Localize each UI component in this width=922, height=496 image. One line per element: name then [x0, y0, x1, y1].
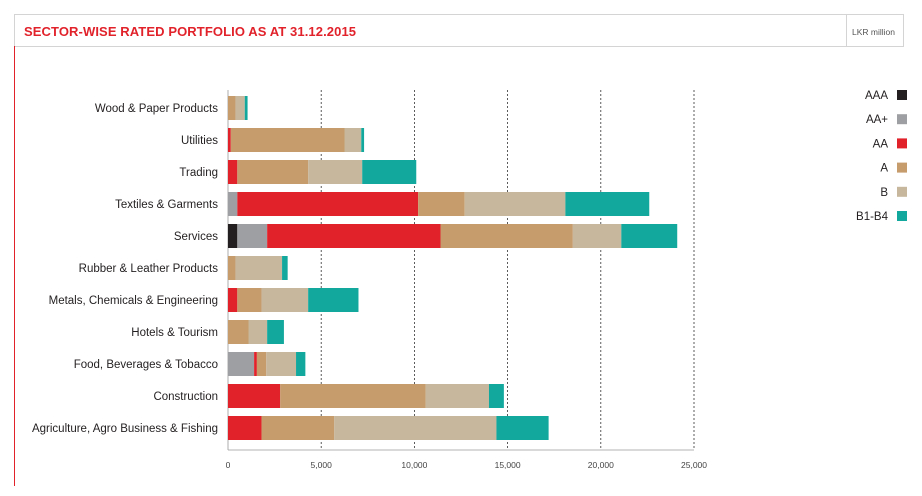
x-tick-label: 5,000: [311, 460, 333, 470]
legend-label: B: [880, 187, 888, 199]
bar-segment: [230, 128, 345, 152]
bar-segment: [228, 128, 231, 152]
header-box: [14, 14, 904, 47]
legend-swatch: [897, 114, 907, 125]
bar-segment: [344, 128, 362, 152]
x-tick-label: 25,000: [681, 460, 707, 470]
x-tick-label: 0: [226, 460, 231, 470]
bar-segment: [267, 224, 441, 248]
bar-segment: [621, 224, 678, 248]
bar-segment: [254, 352, 257, 376]
bar-segment: [228, 160, 238, 184]
bar-segment: [248, 320, 268, 344]
bar-segment: [565, 192, 650, 216]
bar-segment: [256, 352, 267, 376]
bar-segment: [267, 320, 284, 344]
bar-segment: [361, 128, 365, 152]
legend-swatch: [897, 162, 907, 173]
bar-segment: [308, 160, 363, 184]
legend-label: AAA: [865, 90, 888, 102]
chart-title: SECTOR-WISE RATED PORTFOLIO AS AT 31.12.…: [24, 24, 357, 39]
bar-segment: [228, 192, 238, 216]
bar-segment: [496, 416, 549, 440]
unit-label: LKR million: [852, 27, 895, 37]
bar-segment: [488, 384, 504, 408]
bar-segment: [334, 416, 497, 440]
bar-segment: [362, 160, 417, 184]
bar-segment: [282, 256, 288, 280]
bar-segment: [228, 320, 249, 344]
category-label: Trading: [179, 167, 218, 179]
bar-segment: [261, 288, 309, 312]
legend-label: AA+: [866, 114, 888, 126]
legend-swatch: [897, 90, 907, 100]
accent-line: [14, 46, 15, 486]
bar-segment: [266, 352, 297, 376]
legend-label: AA: [873, 138, 889, 150]
bar-segment: [237, 160, 309, 184]
bar-segment: [235, 256, 283, 280]
bar-segment: [237, 224, 268, 248]
category-label: Agriculture, Agro Business & Fishing: [32, 423, 218, 435]
category-label: Rubber & Leather Products: [79, 263, 219, 275]
legend-swatch: [897, 138, 907, 149]
category-label: Food, Beverages & Tobacco: [74, 359, 218, 371]
bar-segment: [228, 96, 236, 120]
x-tick-label: 15,000: [495, 460, 521, 470]
bar-segment: [237, 288, 262, 312]
category-label: Utilities: [181, 135, 218, 147]
bar-segment: [418, 192, 465, 216]
bar-segment: [228, 288, 238, 312]
legend-swatch: [897, 211, 907, 221]
bar-segment: [228, 224, 238, 248]
bar-segment: [296, 352, 306, 376]
bar-segment: [425, 384, 489, 408]
category-label: Hotels & Tourism: [131, 327, 218, 339]
category-label: Construction: [153, 391, 218, 403]
bar-segment: [244, 96, 248, 120]
bar-segment: [440, 224, 573, 248]
category-label: Wood & Paper Products: [95, 103, 218, 115]
bar-segment: [228, 416, 262, 440]
legend-label: B1-B4: [856, 211, 889, 223]
bar-segment: [308, 288, 359, 312]
bar-segment: [572, 224, 622, 248]
header-divider: [846, 14, 847, 47]
bar-segment: [228, 256, 236, 280]
category-label: Metals, Chemicals & Engineering: [49, 295, 218, 307]
bar-segment: [261, 416, 335, 440]
x-tick-label: 10,000: [401, 460, 427, 470]
legend-label: A: [880, 163, 888, 175]
bar-segment: [464, 192, 566, 216]
legend-swatch: [897, 186, 907, 197]
category-label: Textiles & Garments: [115, 199, 218, 211]
bar-segment: [235, 96, 245, 120]
bar-segment: [280, 384, 426, 408]
category-label: Services: [174, 231, 218, 243]
bar-segment: [228, 384, 281, 408]
bar-segment: [237, 192, 419, 216]
bar-segment: [228, 352, 255, 376]
x-tick-label: 20,000: [588, 460, 614, 470]
